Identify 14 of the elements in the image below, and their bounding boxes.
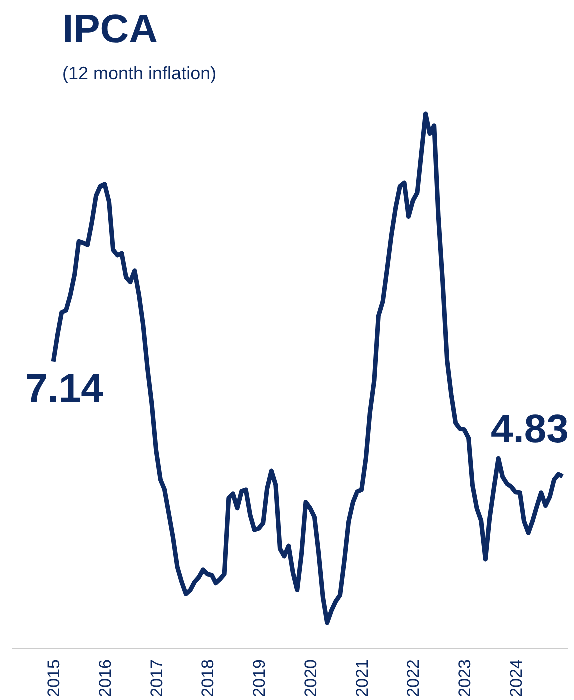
x-tick-label: 2019: [250, 659, 269, 698]
x-tick-label: 2024: [506, 659, 526, 698]
x-tick-label: 2015: [44, 659, 64, 698]
chart-title: IPCA: [62, 8, 158, 52]
chart-subtitle: (12 month inflation): [62, 64, 217, 84]
x-tick-label: 2021: [352, 659, 372, 698]
x-tick-label: 2017: [147, 659, 166, 698]
x-tick-label: 2020: [301, 659, 320, 698]
data-label: 4.83: [491, 408, 569, 452]
data-label: 7.14: [26, 366, 104, 411]
x-tick-label: 2023: [455, 659, 474, 698]
x-tick-label: 2016: [96, 659, 115, 698]
x-tick-label: 2018: [198, 659, 218, 698]
x-tick-label: 2022: [404, 659, 424, 698]
